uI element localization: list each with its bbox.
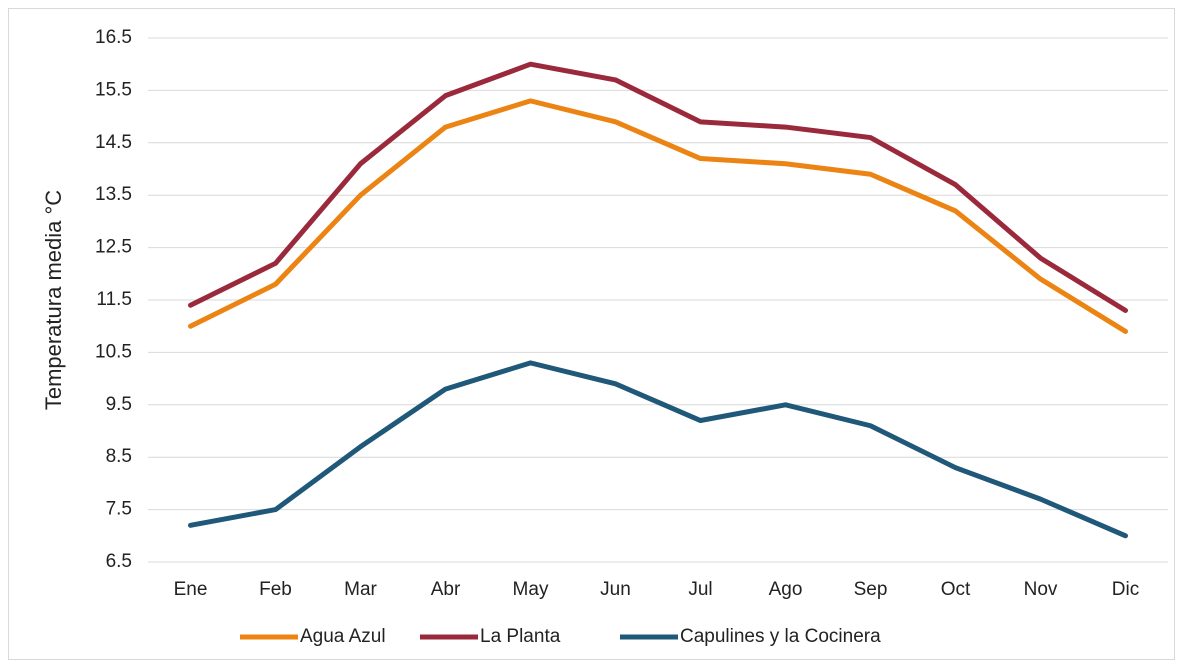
x-tick-label: Abr xyxy=(431,579,461,600)
series-line xyxy=(188,360,1128,539)
legend-label: Capulines y la Cocinera xyxy=(680,626,881,647)
x-tick-label: Oct xyxy=(941,579,971,600)
x-tick-label: Mar xyxy=(344,579,377,600)
y-tick-label: 12.5 xyxy=(95,237,132,258)
y-tick-label: 6.5 xyxy=(106,551,132,572)
x-tick-label: May xyxy=(513,579,549,600)
legend-label: La Planta xyxy=(480,626,561,647)
y-tick-label: 11.5 xyxy=(96,289,132,310)
y-tick-label: 15.5 xyxy=(95,79,132,100)
x-tick-label: Feb xyxy=(259,579,292,600)
x-tick-label: Ene xyxy=(174,579,208,600)
x-tick-label: Nov xyxy=(1024,579,1058,600)
y-tick-label: 9.5 xyxy=(106,394,132,415)
series-line xyxy=(188,61,1128,313)
legend-label: Agua Azul xyxy=(300,626,386,647)
x-tick-label: Dic xyxy=(1112,579,1139,600)
y-tick-label: 7.5 xyxy=(106,499,132,520)
x-tick-label: Ago xyxy=(769,579,803,600)
x-tick-label: Jul xyxy=(688,579,712,600)
y-tick-label: 16.5 xyxy=(95,27,132,48)
y-tick-label: 14.5 xyxy=(95,132,132,153)
y-axis-label: Temperatura media °C xyxy=(41,190,66,410)
y-tick-label: 10.5 xyxy=(95,341,132,362)
x-tick-label: Sep xyxy=(854,579,888,600)
y-tick-label: 8.5 xyxy=(106,446,132,467)
series-line xyxy=(188,98,1128,334)
x-tick-label: Jun xyxy=(600,579,631,600)
y-tick-label: 13.5 xyxy=(95,184,132,205)
